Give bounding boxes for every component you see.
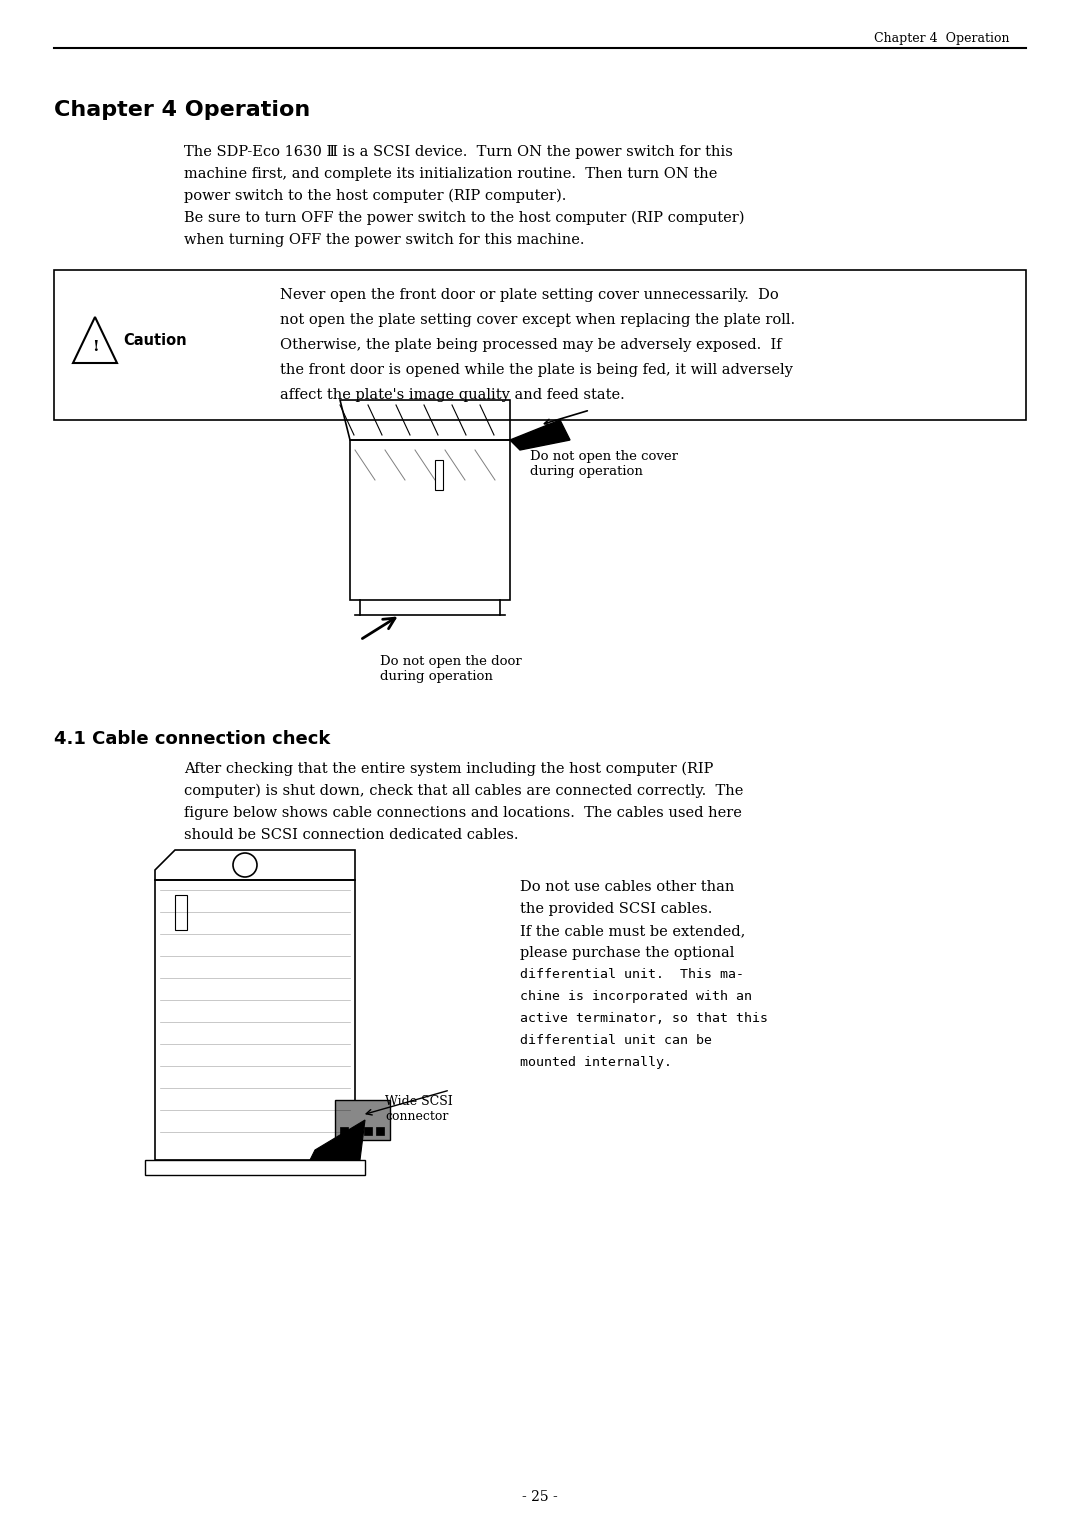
Text: Chapter 4  Operation: Chapter 4 Operation [875, 32, 1010, 44]
Text: Chapter 4 Operation: Chapter 4 Operation [54, 99, 310, 121]
FancyBboxPatch shape [54, 270, 1026, 420]
Text: power switch to the host computer (RIP computer).: power switch to the host computer (RIP c… [184, 189, 566, 203]
Text: please purchase the optional: please purchase the optional [519, 946, 734, 960]
Text: Never open the front door or plate setting cover unnecessarily.  Do: Never open the front door or plate setti… [280, 287, 779, 303]
Text: Do not open the door
during operation: Do not open the door during operation [380, 656, 522, 683]
Bar [376, 1128, 384, 1135]
Text: the front door is opened while the plate is being fed, it will adversely: the front door is opened while the plate… [280, 364, 793, 377]
Bar [364, 1128, 372, 1135]
Text: Otherwise, the plate being processed may be adversely exposed.  If: Otherwise, the plate being processed may… [280, 338, 782, 351]
Text: figure below shows cable connections and locations.  The cables used here: figure below shows cable connections and… [184, 805, 742, 821]
Polygon shape [510, 420, 570, 451]
Text: After checking that the entire system including the host computer (RIP: After checking that the entire system in… [184, 762, 714, 776]
Text: Do not use cables other than: Do not use cables other than [519, 880, 734, 894]
Text: The SDP-Eco 1630 Ⅲ is a SCSI device.  Turn ON the power switch for this: The SDP-Eco 1630 Ⅲ is a SCSI device. Tur… [184, 145, 733, 159]
Text: Be sure to turn OFF the power switch to the host computer (RIP computer): Be sure to turn OFF the power switch to … [184, 211, 744, 226]
Text: 4.1 Cable connection check: 4.1 Cable connection check [54, 730, 330, 749]
Text: If the cable must be extended,: If the cable must be extended, [519, 924, 745, 938]
Text: affect the plate's image quality and feed state.: affect the plate's image quality and fee… [280, 388, 624, 402]
Text: differential unit.  This ma-: differential unit. This ma- [519, 969, 744, 981]
Text: active terminator, so that this: active terminator, so that this [519, 1012, 768, 1025]
Text: Do not open the cover
during operation: Do not open the cover during operation [530, 451, 678, 478]
Text: should be SCSI connection dedicated cables.: should be SCSI connection dedicated cabl… [184, 828, 518, 842]
Polygon shape [310, 1120, 365, 1160]
Bar [145, 1160, 365, 1175]
Bar [335, 1100, 390, 1140]
Bar [175, 895, 187, 931]
Text: computer) is shut down, check that all cables are connected correctly.  The: computer) is shut down, check that all c… [184, 784, 743, 799]
Text: machine first, and complete its initialization routine.  Then turn ON the: machine first, and complete its initiali… [184, 167, 717, 180]
Text: chine is incorporated with an: chine is incorporated with an [519, 990, 752, 1002]
Bar [352, 1128, 360, 1135]
Text: not open the plate setting cover except when replacing the plate roll.: not open the plate setting cover except … [280, 313, 795, 327]
Text: Caution: Caution [123, 333, 187, 347]
Text: - 25 -: - 25 - [522, 1490, 558, 1504]
Text: when turning OFF the power switch for this machine.: when turning OFF the power switch for th… [184, 232, 584, 248]
Bar [340, 1128, 348, 1135]
Text: Wide SCSI
connector: Wide SCSI connector [384, 1096, 453, 1123]
Text: mounted internally.: mounted internally. [519, 1056, 672, 1070]
Text: !: ! [92, 341, 98, 354]
Text: the provided SCSI cables.: the provided SCSI cables. [519, 902, 713, 915]
Text: differential unit can be: differential unit can be [519, 1034, 712, 1047]
Bar [435, 460, 443, 490]
